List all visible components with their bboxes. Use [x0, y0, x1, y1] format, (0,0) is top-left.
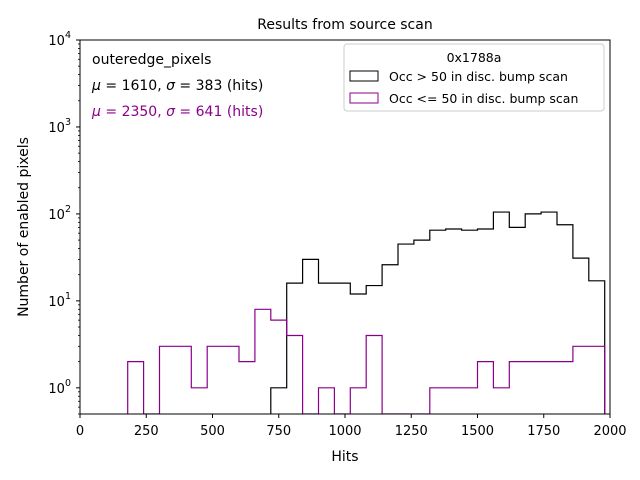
y-tick-label: 103 [48, 117, 71, 136]
x-tick-label: 250 [134, 424, 159, 439]
y-axis-label: Number of enabled pixels [16, 137, 32, 317]
y-axis: 100 101 102 103 104 [48, 30, 80, 415]
y-tick-label: 104 [48, 30, 71, 49]
x-tick-label: 0 [76, 424, 84, 439]
x-axis-label: Hits [331, 449, 358, 465]
y-tick-label: 101 [48, 291, 71, 310]
annotation-label: outeredge_pixels [92, 52, 211, 68]
chart-title: Results from source scan [257, 17, 432, 33]
legend-swatch-purple [349, 92, 379, 104]
legend-entry-black: Occ > 50 in disc. bump scan [389, 69, 568, 84]
annotation-stats-black: μ = 1610, σ = 383 (hits) [91, 78, 263, 94]
stats-annotation: outeredge_pixels μ = 1610, σ = 383 (hits… [91, 52, 263, 120]
y-tick-label: 102 [48, 204, 71, 223]
legend-swatch-black [349, 70, 379, 82]
series-layer [127, 211, 606, 414]
x-tick-label: 1750 [527, 424, 560, 439]
x-tick-label: 750 [266, 424, 291, 439]
legend: 0x1788a Occ > 50 in disc. bump scan Occ … [343, 43, 605, 112]
legend-title: 0x1788a [447, 50, 502, 65]
x-tick-label: 1500 [461, 424, 494, 439]
histogram-series-purple [127, 308, 606, 414]
x-axis: 0 250 500 750 1000 1250 1500 1750 2000 [76, 414, 627, 439]
x-tick-label: 500 [200, 424, 225, 439]
x-tick-label: 2000 [593, 424, 626, 439]
x-tick-label: 1250 [395, 424, 428, 439]
y-tick-label: 100 [48, 378, 71, 397]
legend-entry-purple: Occ <= 50 in disc. bump scan [389, 91, 578, 106]
histogram-series-black [270, 211, 606, 414]
annotation-stats-purple: μ = 2350, σ = 641 (hits) [91, 104, 263, 120]
legend-box [343, 43, 605, 112]
x-tick-label: 1000 [328, 424, 361, 439]
